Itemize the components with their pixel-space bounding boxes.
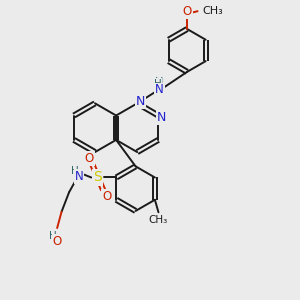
Text: O: O [84,152,94,165]
Text: H: H [154,79,162,89]
Text: N: N [136,95,146,108]
Text: N: N [74,170,83,183]
Text: O: O [52,235,62,248]
Text: O: O [182,5,192,18]
Text: S: S [94,170,102,184]
Text: N: N [155,83,164,97]
Text: CH₃: CH₃ [202,6,224,16]
Text: H: H [71,166,79,176]
Text: O: O [102,190,111,203]
Text: H
N: H N [155,77,164,98]
Text: CH₃: CH₃ [149,215,168,225]
Text: H: H [49,231,57,241]
Text: N: N [157,110,167,124]
